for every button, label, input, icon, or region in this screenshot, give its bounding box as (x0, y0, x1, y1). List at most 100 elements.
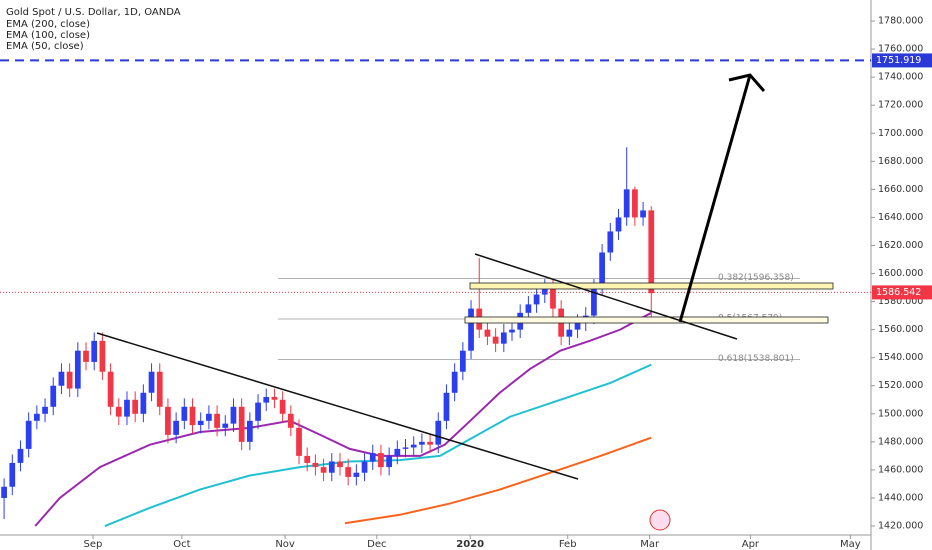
candle-body (640, 210, 646, 218)
y-tick-label: 1540.000 (878, 352, 923, 363)
y-tick-label: 1480.000 (878, 436, 923, 447)
candle-body (230, 406, 237, 424)
candle-body (165, 406, 171, 435)
x-tick-label: 2020 (456, 539, 484, 550)
x-tick-label: Mar (640, 539, 660, 550)
arrow (678, 74, 752, 323)
target-label-box (872, 53, 932, 68)
ema-line (104, 363, 652, 527)
candle-body (525, 304, 532, 313)
x-tick-label: May (840, 539, 861, 550)
y-tick-label: 1600.000 (878, 268, 923, 279)
candle-body (222, 423, 229, 428)
candle-body (402, 447, 409, 449)
trend-line (96, 332, 579, 480)
last-price-box (872, 285, 932, 300)
y-tick-label: 1460.000 (878, 464, 923, 475)
logo (649, 509, 671, 531)
arrow-head (728, 73, 766, 92)
y-tick-label: 1780.000 (878, 16, 923, 27)
candle-body (599, 252, 605, 288)
candle-body (1, 486, 7, 498)
candle-body (369, 453, 376, 462)
candle-body (337, 461, 343, 468)
candle-body (632, 189, 638, 218)
candle-body (566, 329, 573, 337)
candle-body (83, 350, 89, 362)
candle-body (74, 350, 81, 389)
x-tick-label: Feb (559, 539, 577, 550)
candle-body (648, 210, 655, 294)
x-tick-label: Oct (173, 539, 190, 550)
candle-body (263, 396, 270, 403)
candle-body (533, 294, 540, 305)
zone-box (469, 282, 834, 290)
chart-title: Gold Spot / U.S. Dollar, 1D, OANDA (6, 7, 181, 18)
candle-body (148, 371, 155, 393)
last-price-label: 1586.542 (876, 287, 921, 298)
candle-body (115, 406, 122, 417)
candle-body (312, 462, 319, 468)
candle-body (91, 340, 98, 362)
candle-body (287, 413, 294, 428)
candle-body (25, 420, 32, 449)
candle-body (509, 329, 515, 333)
candle-body (99, 340, 106, 372)
candle-body (173, 420, 179, 435)
candle-body (238, 406, 245, 442)
candle-body (615, 217, 622, 232)
candle-body (328, 461, 335, 473)
candle-body (271, 396, 278, 400)
y-tick-label: 1700.000 (878, 128, 923, 139)
zone-box (464, 316, 829, 324)
y-tick-label: 1740.000 (878, 72, 923, 83)
y-tick-label: 1620.000 (878, 240, 923, 251)
trend-line (474, 253, 738, 340)
candle-body (541, 287, 548, 295)
candle-body (107, 371, 114, 407)
candle-body (66, 371, 73, 389)
candle-body (451, 371, 458, 393)
candle-body (386, 455, 392, 468)
y-tick-label: 1520.000 (878, 380, 923, 391)
y-tick-label: 1660.000 (878, 184, 923, 195)
candle-body (443, 392, 450, 421)
candle-body (623, 189, 630, 218)
candle-body (410, 444, 417, 448)
candle-body (492, 336, 499, 344)
legend-entry: EMA (50, close) (6, 41, 84, 52)
candle-body (345, 467, 352, 477)
candle-body (17, 448, 24, 463)
candle-body (574, 322, 581, 330)
candle-body (140, 392, 147, 414)
candle-body (189, 406, 196, 426)
drawings (96, 73, 834, 531)
candle-body (353, 472, 360, 477)
candle-body (419, 441, 425, 445)
x-tick-label: Dec (367, 539, 386, 550)
x-tick-label: Apr (742, 539, 760, 550)
y-tick-label: 1760.000 (878, 44, 923, 55)
candle-body (591, 287, 597, 316)
target-label: 1751.919 (876, 55, 921, 66)
x-tick-label: Sep (84, 539, 103, 550)
candle-body (246, 420, 253, 442)
candle-body (9, 462, 16, 487)
candle-body (156, 371, 163, 407)
candle-body (296, 427, 302, 456)
candle-body (255, 402, 261, 421)
candle-body (206, 413, 212, 421)
candle-body (500, 332, 507, 344)
fib-label: 0.382(1596.358) (718, 273, 794, 283)
plot: 0.382(1596.358)0.5(1567.579)0.618(1538.8… (0, 59, 871, 527)
candle-body (550, 287, 556, 309)
legend-entry: EMA (100, close) (6, 30, 90, 41)
candle-body (427, 441, 433, 445)
x-tick-label: Nov (275, 539, 295, 550)
candle-body (459, 350, 466, 372)
candle-body (132, 399, 139, 414)
candle-body (33, 413, 40, 421)
candle-body (124, 399, 130, 417)
y-tick-label: 1500.000 (878, 408, 923, 419)
